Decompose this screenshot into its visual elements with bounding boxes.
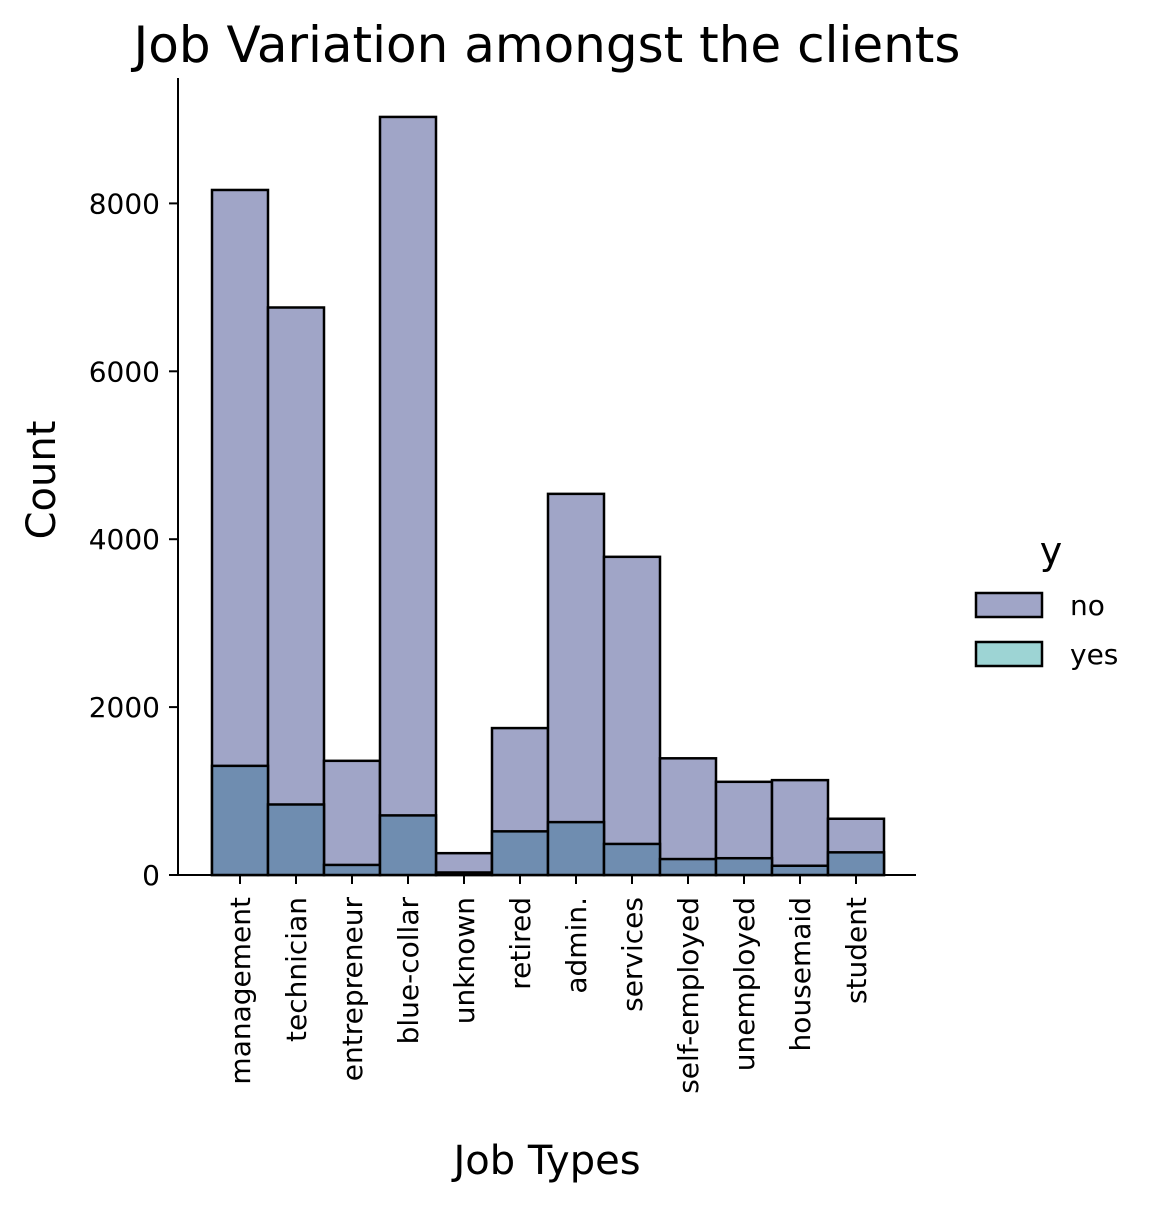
bar-no-blue-collar [378,115,438,877]
bar-no-self-employed [658,757,718,877]
x-axis: management technician entrepreneur blue-col… [178,874,916,1094]
y-tick-label: 8000 [89,187,160,220]
bar-yes-technician [266,803,326,877]
x-tick-label-entrepreneur: entrepreneur [336,897,369,1082]
bars-series-no [210,115,886,877]
y-tick-label: 0 [142,859,160,892]
x-tick-label-blue-collar: blue-collar [392,897,425,1045]
legend-label-no: no [1070,589,1105,622]
bar-no-technician [266,306,326,877]
bar-yes-self-employed [658,857,718,877]
x-tick-label-unknown: unknown [448,897,481,1024]
bar-yes-blue-collar [378,814,438,877]
legend-label-yes: yes [1070,638,1118,671]
bar-yes-management [210,764,270,877]
x-tick-label-housemaid: housemaid [784,897,817,1051]
x-tick-label-student: student [840,897,873,1004]
bar-yes-student [826,851,886,877]
legend: y no yes [974,529,1118,671]
bar-no-housemaid [770,778,830,877]
y-tick-label: 4000 [89,523,160,556]
bar-yes-entrepreneur [322,863,382,877]
legend-title: y [1040,529,1063,573]
x-tick-label-services: services [616,897,649,1012]
x-tick-label-technician: technician [280,897,313,1042]
x-tick-label-retired: retired [504,897,537,990]
legend-swatch-no [974,591,1044,619]
bar-no-entrepreneur [322,759,382,877]
y-tick-label: 6000 [89,355,160,388]
bar-no-services [602,555,662,877]
bar-yes-retired [490,830,550,877]
bar-yes-admin. [546,820,606,877]
chart-title: Job Variation amongst the clients [131,16,961,74]
x-tick-label-admin.: admin. [560,897,593,994]
bar-no-admin. [546,492,606,877]
bar-yes-unemployed [714,856,774,877]
y-axis: 0 2000 4000 6000 8000 [89,78,179,892]
y-tick-label: 2000 [89,691,160,724]
bar-no-management [210,188,270,877]
x-tick-label-management: management [224,897,257,1085]
legend-swatch-yes [974,640,1044,668]
bar-yes-housemaid [770,864,830,877]
x-tick-label-self-employed: self-employed [672,897,705,1094]
x-axis-label: Job Types [450,1138,640,1184]
bar-yes-services [602,842,662,877]
y-axis-label: Count [19,421,65,540]
x-tick-label-unemployed: unemployed [728,897,761,1071]
